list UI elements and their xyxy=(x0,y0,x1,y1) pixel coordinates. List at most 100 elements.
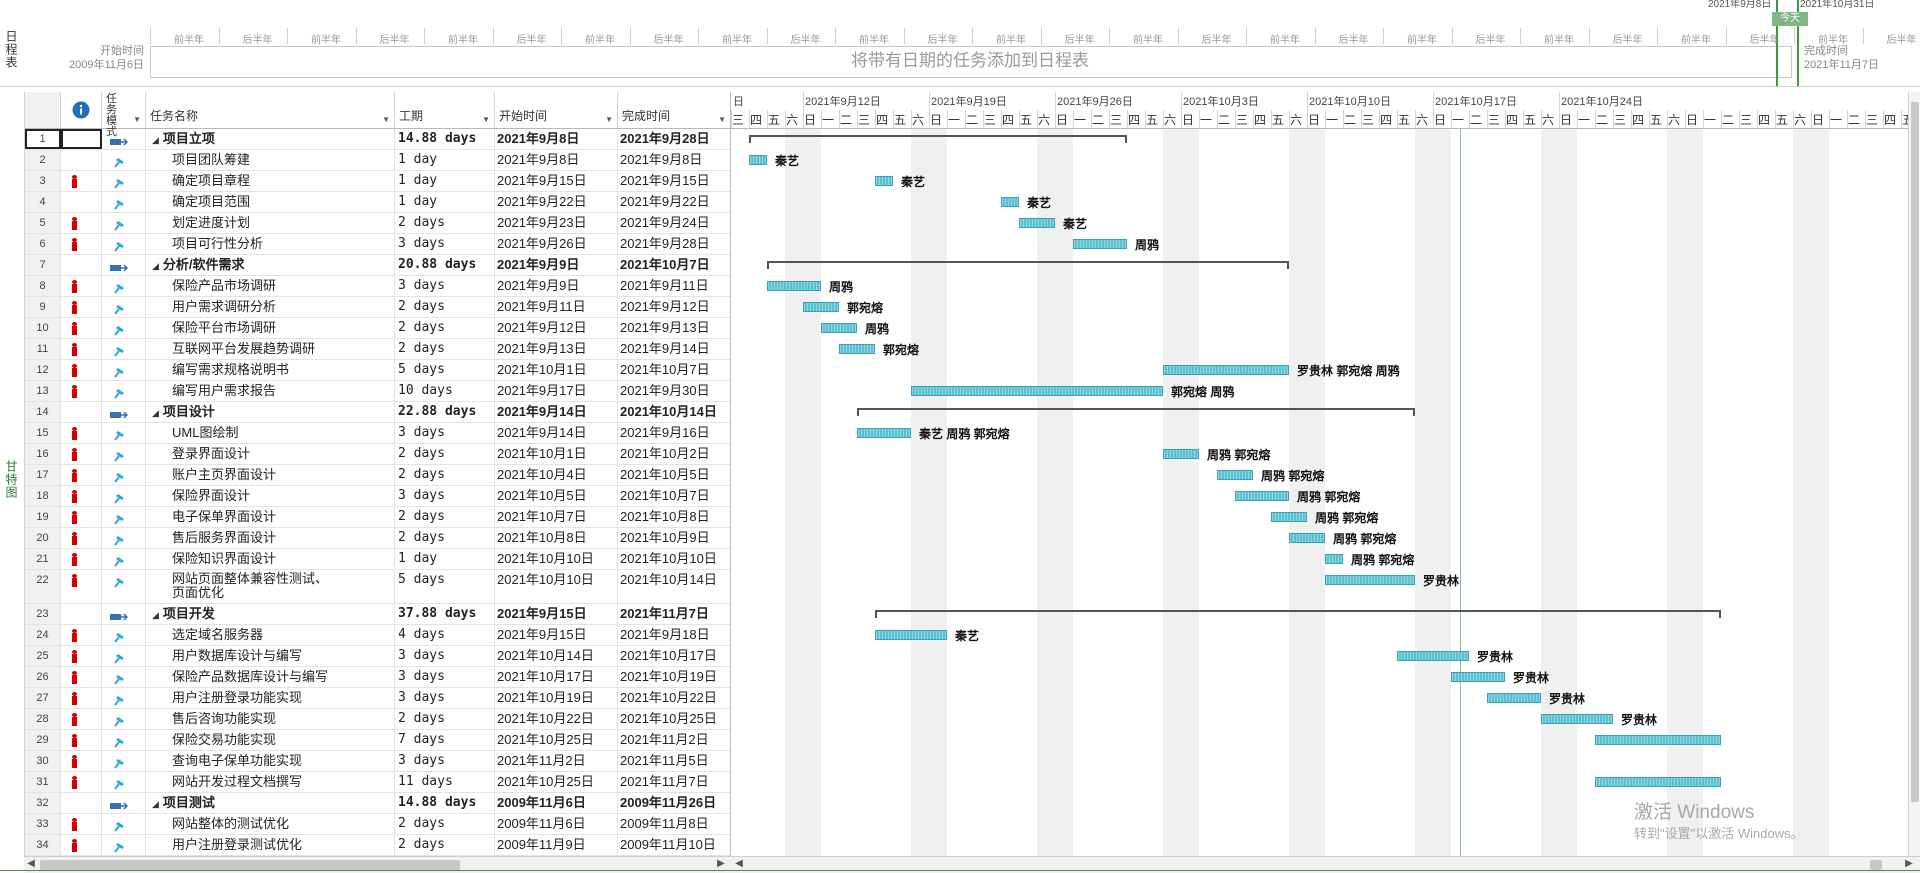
task-mode-cell[interactable] xyxy=(102,423,146,443)
task-name-cell[interactable]: ◢ 项目设计 xyxy=(146,402,395,422)
task-name-cell[interactable]: 保险产品数据库设计与编写 xyxy=(146,667,395,687)
task-name-cell[interactable]: 售后咨询功能实现 xyxy=(146,709,395,729)
indicator-cell[interactable] xyxy=(61,171,102,191)
task-bar[interactable] xyxy=(1019,218,1055,228)
task-name-cell[interactable]: 账户主页界面设计 xyxy=(146,465,395,485)
finish-date-cell[interactable]: 2021年10月2日 xyxy=(618,444,731,464)
task-bar[interactable] xyxy=(1271,512,1307,522)
collapse-triangle-icon[interactable]: ◢ xyxy=(152,261,159,271)
table-row[interactable]: 17 账户主页界面设计 2 days 2021年10月4日 2021年10月5日 xyxy=(25,465,731,486)
task-mode-cell[interactable] xyxy=(102,549,146,569)
indicator-cell[interactable] xyxy=(61,360,102,380)
table-row[interactable]: 20 售后服务界面设计 2 days 2021年10月8日 2021年10月9日 xyxy=(25,528,731,549)
start-date-cell[interactable]: 2021年9月12日 xyxy=(495,318,618,338)
collapse-triangle-icon[interactable]: ◢ xyxy=(152,135,159,145)
indicator-cell[interactable] xyxy=(61,255,102,275)
start-date-cell[interactable]: 2021年9月15日 xyxy=(495,625,618,645)
finish-date-cell[interactable]: 2021年10月19日 xyxy=(618,667,731,687)
task-bar[interactable] xyxy=(1217,470,1253,480)
duration-cell[interactable]: 7 days xyxy=(395,730,495,750)
task-name-cell[interactable]: ◢ 项目开发 xyxy=(146,604,395,624)
task-name-cell[interactable]: 选定域名服务器 xyxy=(146,625,395,645)
indicator-cell[interactable] xyxy=(61,465,102,485)
duration-cell[interactable]: 5 days xyxy=(395,360,495,380)
finish-date-cell[interactable]: 2021年11月7日 xyxy=(618,772,731,792)
row-number[interactable]: 4 xyxy=(25,192,61,212)
task-bar[interactable] xyxy=(1397,651,1469,661)
table-row[interactable]: 21 保险知识界面设计 1 day 2021年10月10日 2021年10月10日 xyxy=(25,549,731,570)
task-name-cell[interactable]: 查询电子保单功能实现 xyxy=(146,751,395,771)
gantt-chart[interactable]: 日三四五六日一二三四五六日一二三四五六日一二三四五六日一二三四五六日一二三四五六… xyxy=(730,92,1909,856)
row-number[interactable]: 19 xyxy=(25,507,61,527)
task-mode-cell[interactable] xyxy=(102,381,146,401)
task-mode-cell[interactable] xyxy=(102,192,146,212)
task-mode-cell[interactable] xyxy=(102,528,146,548)
duration-cell[interactable]: 2 days xyxy=(395,297,495,317)
indicator-cell[interactable] xyxy=(61,150,102,170)
indicator-cell[interactable] xyxy=(61,234,102,254)
vertical-scrollbar[interactable] xyxy=(1908,92,1920,856)
start-date-cell[interactable]: 2021年10月7日 xyxy=(495,507,618,527)
row-number[interactable]: 3 xyxy=(25,171,61,191)
task-bar[interactable] xyxy=(911,386,1163,396)
table-row[interactable]: 3 确定项目章程 1 day 2021年9月15日 2021年9月15日 xyxy=(25,171,731,192)
table-row[interactable]: 26 保险产品数据库设计与编写 3 days 2021年10月17日 2021年10月1… xyxy=(25,667,731,688)
task-name-cell[interactable]: 用户注册登录测试优化 xyxy=(146,835,395,855)
indicator-cell[interactable] xyxy=(61,444,102,464)
task-mode-cell[interactable] xyxy=(102,276,146,296)
row-number[interactable]: 32 xyxy=(25,793,61,813)
task-bar[interactable] xyxy=(1487,693,1541,703)
task-bar[interactable] xyxy=(1595,777,1721,787)
scroll-left-arrow-icon[interactable]: ◀ xyxy=(27,858,35,869)
duration-cell[interactable]: 1 day xyxy=(395,150,495,170)
start-date-cell[interactable]: 2021年9月9日 xyxy=(495,255,618,275)
start-date-cell[interactable]: 2021年10月19日 xyxy=(495,688,618,708)
start-date-cell[interactable]: 2009年11月6日 xyxy=(495,793,618,813)
row-number[interactable]: 23 xyxy=(25,604,61,624)
row-number[interactable]: 11 xyxy=(25,339,61,359)
timeline-pane[interactable]: 日程表 开始时间 2009年11月6日 将带有日期的任务添加到日程表 完成时间 … xyxy=(0,0,1920,87)
start-date-cell[interactable]: 2021年9月13日 xyxy=(495,339,618,359)
start-date-cell[interactable]: 2021年10月1日 xyxy=(495,360,618,380)
start-date-cell[interactable]: 2021年9月8日 xyxy=(495,150,618,170)
row-number[interactable]: 20 xyxy=(25,528,61,548)
table-row[interactable]: 30 查询电子保单功能实现 3 days 2021年11月2日 2021年11月5日 xyxy=(25,751,731,772)
finish-date-cell[interactable]: 2021年10月9日 xyxy=(618,528,731,548)
row-number[interactable]: 17 xyxy=(25,465,61,485)
indicator-cell[interactable] xyxy=(61,667,102,687)
task-bar[interactable] xyxy=(1325,554,1343,564)
start-date-cell[interactable]: 2021年9月11日 xyxy=(495,297,618,317)
finish-date-cell[interactable]: 2021年10月7日 xyxy=(618,255,731,275)
indicator-cell[interactable] xyxy=(61,381,102,401)
start-date-cell[interactable]: 2009年11月9日 xyxy=(495,835,618,855)
table-row[interactable]: 24 选定域名服务器 4 days 2021年9月15日 2021年9月18日 xyxy=(25,625,731,646)
task-name-cell[interactable]: 互联网平台发展趋势调研 xyxy=(146,339,395,359)
indicator-cell[interactable] xyxy=(61,528,102,548)
task-mode-cell[interactable] xyxy=(102,129,146,149)
indicator-cell[interactable] xyxy=(61,835,102,855)
table-row[interactable]: 11 互联网平台发展趋势调研 2 days 2021年9月13日 2021年9月14日 xyxy=(25,339,731,360)
task-mode-cell[interactable] xyxy=(102,507,146,527)
duration-cell[interactable]: 1 day xyxy=(395,549,495,569)
column-header-task-name[interactable]: 任务名称 ▼ xyxy=(146,92,395,128)
duration-cell[interactable]: 22.88 days xyxy=(395,402,495,422)
finish-date-cell[interactable]: 2021年9月8日 xyxy=(618,150,731,170)
duration-cell[interactable]: 2 days xyxy=(395,528,495,548)
duration-cell[interactable]: 3 days xyxy=(395,234,495,254)
finish-date-cell[interactable]: 2009年11月26日 xyxy=(618,793,731,813)
task-mode-cell[interactable] xyxy=(102,297,146,317)
table-row[interactable]: 8 保险产品市场调研 3 days 2021年9月9日 2021年9月11日 xyxy=(25,276,731,297)
task-mode-cell[interactable] xyxy=(102,255,146,275)
task-bar[interactable] xyxy=(1289,533,1325,543)
start-date-cell[interactable]: 2021年10月22日 xyxy=(495,709,618,729)
row-number[interactable]: 6 xyxy=(25,234,61,254)
task-mode-cell[interactable] xyxy=(102,444,146,464)
indicator-cell[interactable] xyxy=(61,276,102,296)
task-mode-cell[interactable] xyxy=(102,646,146,666)
task-name-cell[interactable]: 保险交易功能实现 xyxy=(146,730,395,750)
finish-date-cell[interactable]: 2021年9月28日 xyxy=(618,234,731,254)
duration-cell[interactable]: 2 days xyxy=(395,709,495,729)
row-number[interactable]: 15 xyxy=(25,423,61,443)
table-row[interactable]: 25 用户数据库设计与编写 3 days 2021年10月14日 2021年10月17日 xyxy=(25,646,731,667)
row-number[interactable]: 12 xyxy=(25,360,61,380)
